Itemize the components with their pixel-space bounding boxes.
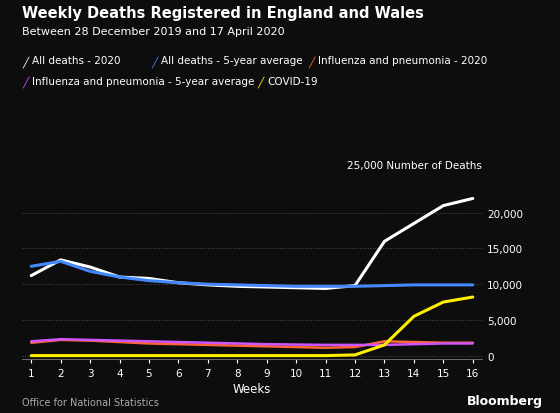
Text: COVID-19: COVID-19: [268, 76, 318, 86]
Text: Bloomberg: Bloomberg: [467, 394, 543, 407]
Text: Influenza and pneumonia - 5-year average: Influenza and pneumonia - 5-year average: [32, 76, 255, 86]
Text: Office for National Statistics: Office for National Statistics: [22, 397, 159, 407]
Text: All deaths - 5-year average: All deaths - 5-year average: [161, 56, 303, 66]
Text: ╱: ╱: [258, 76, 264, 88]
Text: ╱: ╱: [151, 56, 157, 67]
Text: Influenza and pneumonia - 2020: Influenza and pneumonia - 2020: [318, 56, 487, 66]
Text: Between 28 December 2019 and 17 April 2020: Between 28 December 2019 and 17 April 20…: [22, 27, 285, 37]
Text: All deaths - 2020: All deaths - 2020: [32, 56, 121, 66]
Text: ╱: ╱: [308, 56, 314, 67]
X-axis label: Weeks: Weeks: [233, 382, 271, 395]
Text: ╱: ╱: [22, 76, 29, 88]
Text: ╱: ╱: [22, 56, 29, 67]
Text: 25,000 Number of Deaths: 25,000 Number of Deaths: [347, 160, 482, 170]
Text: Weekly Deaths Registered in England and Wales: Weekly Deaths Registered in England and …: [22, 6, 424, 21]
